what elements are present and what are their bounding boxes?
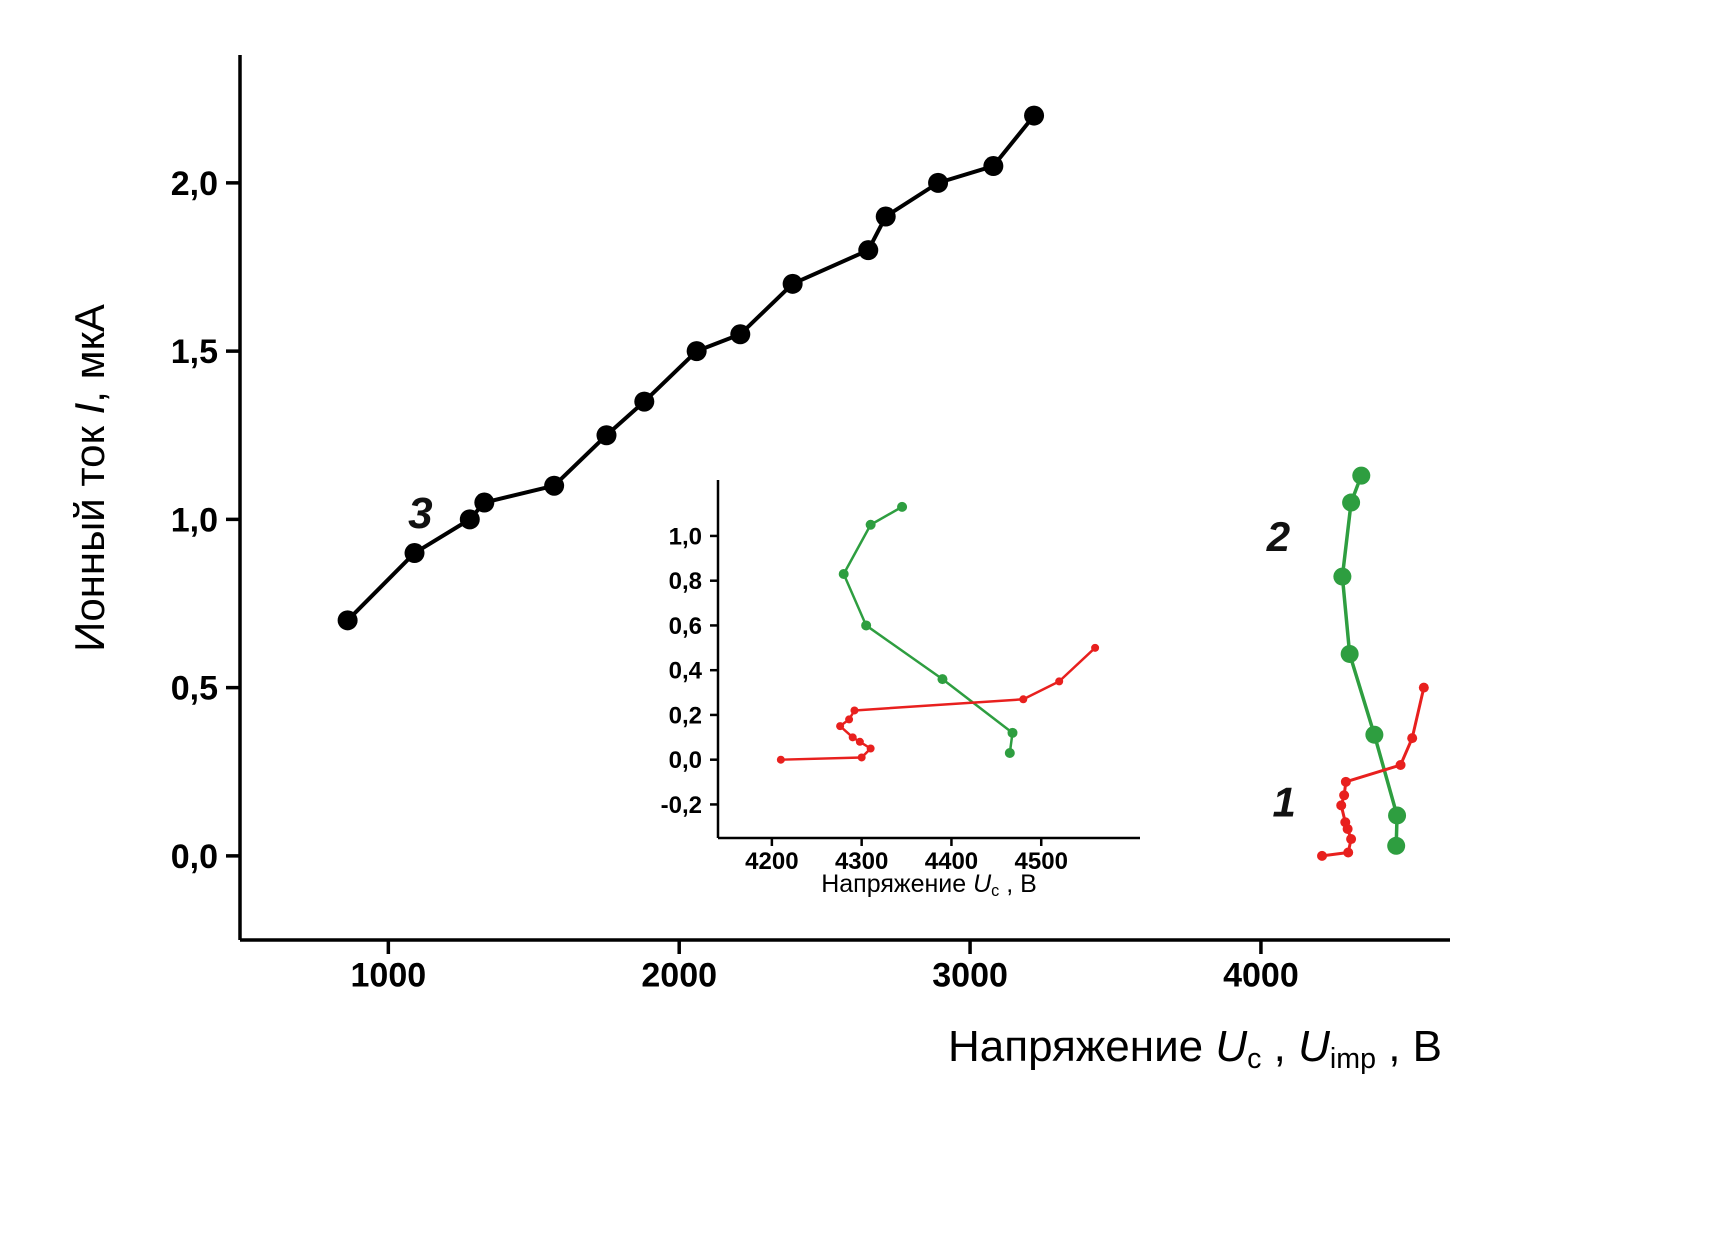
y-tick-label: 2,0 [171,165,218,203]
series-1-marker [1339,790,1350,801]
axis-title-segment: U [973,870,992,898]
curve-label-2: 2 [1266,513,1290,560]
series-1-marker [866,744,875,753]
main-y-axis-title: Ионный ток I, мкА [66,304,113,652]
series-3-marker [858,240,879,261]
series-3-marker [544,475,565,496]
axis-title-segment: , мкА [66,304,113,403]
series-1-marker [1336,800,1347,811]
y-tick-label: 0,8 [669,568,702,595]
x-tick-label: 2000 [641,956,717,994]
series-3-marker [337,610,358,631]
series-3-marker [634,391,655,412]
x-tick-label: 3000 [932,956,1008,994]
curve-label-3: 3 [408,489,432,538]
y-tick-label: 1,0 [669,523,702,550]
axis-title-segment: , В [999,870,1037,898]
y-tick-label: 0,2 [669,702,702,729]
series-2-marker [1333,567,1352,586]
series-1-marker [776,755,785,764]
axis-title-segment: Напряжение [947,1022,1216,1071]
axis-title-segment: U [1298,1022,1330,1071]
series-2-marker [865,519,876,530]
axis-title-segment: Напряжение [821,870,974,898]
curve-label-1: 1 [1273,779,1296,826]
series-2-marker [897,501,908,512]
axis-title-segment: , [1261,1022,1299,1071]
y-tick-label: 1,5 [171,333,218,371]
y-tick-label: 1,0 [171,501,218,539]
series-1-marker [855,737,864,746]
series-1-marker [1343,847,1354,858]
series-2-marker [838,568,849,579]
series-3-marker [404,543,425,564]
series-1-marker [857,753,866,762]
series-3-marker [983,156,1004,177]
series-3-marker [730,324,751,345]
series-3-marker [782,273,803,294]
axis-title-segment: c [991,882,1000,901]
series-1-marker [1395,760,1406,771]
y-tick-label: 0,0 [171,838,218,876]
main-x-axis-title: Напряжение Uc , Uimp , В [948,1025,1442,1074]
series-3-marker [459,509,480,530]
y-tick-label: 0,6 [669,613,702,640]
series-2-marker [1004,747,1015,758]
series-1-marker [1317,850,1328,861]
series-1-marker [848,733,857,742]
x-tick-label: 1000 [351,956,427,994]
series-2-marker [1007,727,1018,738]
series-3-marker [875,206,896,227]
series-2-marker [937,674,948,685]
series-2-marker [1365,725,1384,744]
series-3-marker [686,341,707,362]
series-3-marker [1024,105,1045,126]
x-tick-label: 4500 [1015,848,1068,875]
series-1-marker [1055,677,1064,686]
x-tick-label: 4000 [1223,956,1299,994]
y-tick-label: 0,4 [669,658,703,685]
series-1-marker [1019,695,1028,704]
axis-title-segment: , В [1375,1022,1443,1071]
y-tick-label: -0,2 [661,792,702,819]
series-1-line [779,646,1097,761]
series-1-marker [1340,817,1351,828]
series-1-marker [1418,682,1429,693]
series-2-marker [1352,466,1371,485]
series-3-marker [928,172,949,193]
x-tick-label: 4200 [745,848,798,875]
y-tick-label: 0,5 [171,670,218,708]
axis-title-segment: c [1247,1043,1262,1076]
axis-title-segment: imp [1329,1043,1376,1076]
series-1-marker [850,706,859,715]
series-1-marker [836,722,845,731]
axis-title-segment: Ионный ток [66,414,113,652]
series-1-marker [1346,834,1357,845]
inset-x-axis-title: Напряжение Uc , В [821,870,1037,901]
series-2-marker [861,620,872,631]
series-2-marker [1388,806,1407,825]
axis-title-segment: U [1215,1022,1248,1071]
series-2-line [842,505,1014,755]
inset-chart-svg: 4200 4300 4400 4500 -0,2 0,0 0,2 0,4 0,6 0,8 1,0 [661,480,1140,875]
series-3-marker [596,425,617,446]
series-2-marker [1340,644,1359,663]
series-1-marker [1407,733,1418,744]
x-tick-label: 4400 [925,848,978,875]
series-2-marker [1342,493,1361,512]
series-1-marker [1091,643,1100,652]
series-2-marker [1387,836,1406,855]
y-tick-label: 0,0 [669,747,702,774]
series-1-line [1320,686,1426,858]
inset-chart: 4200 4300 4400 4500 -0,2 0,0 0,2 0,4 0,6 0,8 1,0 Н… [600,440,1200,910]
x-tick-label: 4300 [835,848,888,875]
series-3-marker [474,492,495,513]
axis-title-segment: I [66,402,113,415]
series-1-marker [1340,776,1351,787]
series-1-marker [845,715,854,724]
